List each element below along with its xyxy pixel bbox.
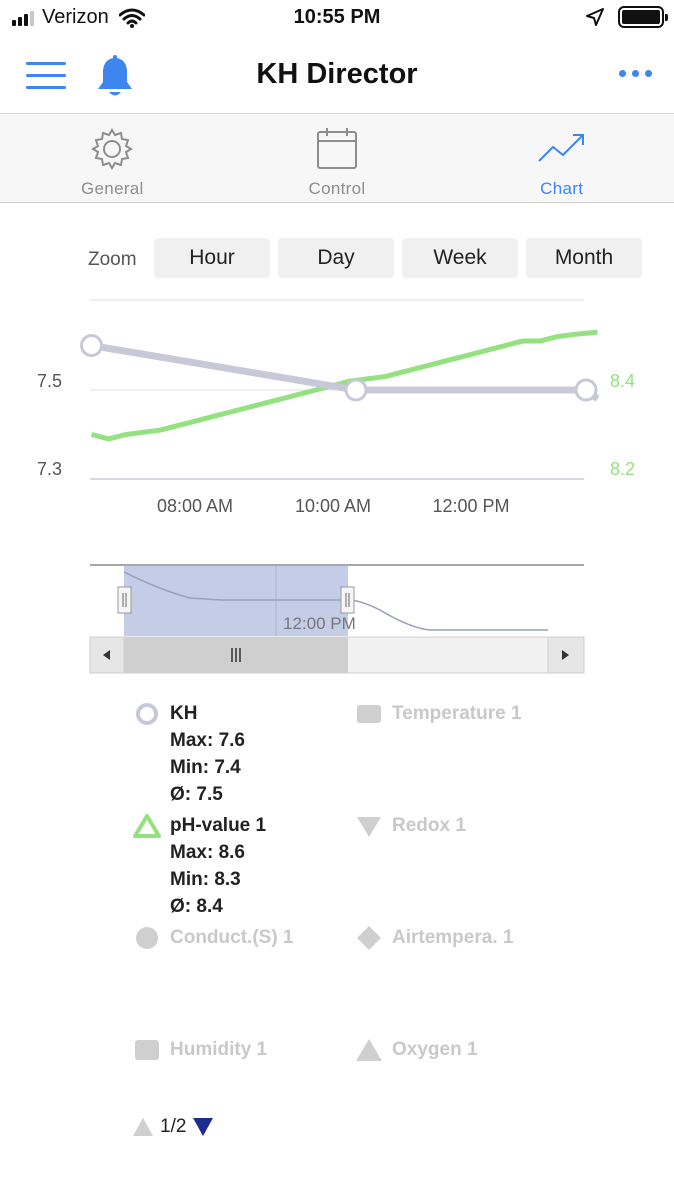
chart-navigator[interactable]: 12:00 PM bbox=[0, 556, 674, 680]
tab-bar: General Control Chart bbox=[0, 115, 674, 203]
data-point-kh[interactable] bbox=[80, 334, 103, 357]
chart-icon bbox=[537, 134, 584, 162]
circle-icon bbox=[136, 703, 158, 725]
triangle-icon bbox=[356, 1039, 382, 1061]
legend-name: Temperature 1 bbox=[392, 703, 522, 724]
signal-icon bbox=[12, 10, 34, 26]
navigator-selection[interactable] bbox=[124, 566, 348, 636]
legend-item-oxygen[interactable]: Oxygen 1 bbox=[354, 1036, 478, 1064]
legend-item-conductivity[interactable]: Conduct.(S) 1 bbox=[132, 924, 294, 952]
chevron-left-icon bbox=[103, 650, 110, 660]
battery-icon bbox=[618, 6, 668, 28]
legend-name: Oxygen 1 bbox=[392, 1039, 478, 1060]
chevron-right-icon bbox=[562, 650, 569, 660]
series-line-kh bbox=[90, 342, 600, 402]
pager-down-icon[interactable] bbox=[192, 1117, 214, 1137]
pager-up-icon[interactable] bbox=[132, 1117, 154, 1137]
diamond-icon bbox=[357, 926, 381, 950]
status-bar: Verizon 10:55 PM bbox=[0, 0, 674, 38]
navigation-bar: KH Director bbox=[0, 38, 674, 114]
legend-item-humidity[interactable]: Humidity 1 bbox=[132, 1036, 267, 1064]
y-right-tick: 8.4 bbox=[610, 371, 635, 391]
legend-stat-avg: Ø: 7.5 bbox=[170, 784, 223, 805]
square-icon bbox=[135, 1040, 159, 1060]
tab-control[interactable]: Control bbox=[225, 115, 450, 202]
square-icon bbox=[357, 705, 381, 723]
navigator-handle-right[interactable] bbox=[340, 586, 355, 614]
more-options-icon[interactable] bbox=[619, 70, 652, 77]
zoom-week-button[interactable]: Week bbox=[402, 238, 518, 278]
zoom-label: Zoom bbox=[88, 249, 137, 270]
x-tick-label: 08:00 AM bbox=[157, 496, 233, 516]
legend-name: Humidity 1 bbox=[170, 1039, 268, 1060]
legend-stat-max: Max: 8.6 bbox=[170, 842, 245, 863]
legend-name: Conduct.(S) 1 bbox=[170, 927, 294, 948]
legend-item-airtemperature[interactable]: Airtempera. 1 bbox=[354, 924, 513, 952]
legend-stat-max: Max: 7.6 bbox=[170, 730, 245, 751]
y-left-tick: 7.3 bbox=[37, 459, 62, 479]
zoom-hour-button[interactable]: Hour bbox=[154, 238, 270, 278]
triangle-down-icon bbox=[357, 817, 381, 837]
bell-icon[interactable] bbox=[94, 54, 136, 100]
calendar-icon bbox=[317, 128, 357, 169]
clock: 10:55 PM bbox=[293, 6, 381, 28]
navigator-series-line bbox=[123, 571, 548, 631]
data-point-kh[interactable] bbox=[344, 378, 368, 402]
carrier-label: Verizon bbox=[42, 6, 109, 28]
data-point-kh[interactable] bbox=[574, 378, 598, 402]
tab-control-label: Control bbox=[308, 179, 366, 198]
zoom-selector: Zoom Hour Day Week Month bbox=[88, 238, 642, 278]
legend-pager: 1/2 bbox=[132, 1116, 214, 1138]
legend-item-temperature[interactable]: Temperature 1 bbox=[354, 700, 522, 728]
scroll-left-button[interactable] bbox=[89, 636, 125, 674]
zoom-day-button[interactable]: Day bbox=[278, 238, 394, 278]
x-tick-label: 12:00 PM bbox=[432, 496, 509, 516]
location-arrow-icon bbox=[586, 8, 604, 26]
gear-icon bbox=[91, 128, 134, 170]
page-title: KH Director bbox=[256, 58, 418, 90]
legend-item-redox[interactable]: Redox 1 bbox=[354, 812, 466, 840]
legend-stat-min: Min: 8.3 bbox=[170, 869, 241, 890]
navigator-handle-left[interactable] bbox=[117, 586, 132, 614]
pager-label: 1/2 bbox=[160, 1116, 187, 1137]
tab-general-label: General bbox=[81, 179, 144, 198]
menu-icon[interactable] bbox=[26, 62, 66, 90]
legend-name: pH-value 1 bbox=[170, 815, 267, 836]
triangle-icon bbox=[133, 814, 161, 838]
navigator-tick-label: 12:00 PM bbox=[283, 614, 356, 633]
legend-name: Airtempera. 1 bbox=[392, 927, 514, 948]
tab-general[interactable]: General bbox=[0, 115, 225, 202]
y-right-tick: 8.2 bbox=[610, 459, 635, 479]
x-tick-label: 10:00 AM bbox=[295, 496, 371, 516]
legend-stat-min: Min: 7.4 bbox=[170, 757, 241, 778]
legend-name: KH bbox=[170, 703, 198, 724]
scroll-right-button[interactable] bbox=[547, 636, 585, 674]
legend-item-kh[interactable]: KH Max: 7.6 Min: 7.4 Ø: 7.5 bbox=[132, 700, 245, 808]
tab-chart-label: Chart bbox=[540, 179, 584, 198]
zoom-month-button[interactable]: Month bbox=[526, 238, 642, 278]
scrollbar-thumb[interactable] bbox=[124, 637, 348, 673]
legend-stat-avg: Ø: 8.4 bbox=[170, 896, 223, 917]
y-left-tick: 7.5 bbox=[37, 371, 62, 391]
legend-name: Redox 1 bbox=[392, 815, 466, 836]
line-chart[interactable]: 7.5 7.3 8.4 8.2 08:00 AM 10:00 AM 12:00 … bbox=[0, 290, 674, 530]
legend-item-ph[interactable]: pH-value 1 Max: 8.6 Min: 8.3 Ø: 8.4 bbox=[132, 812, 266, 920]
tab-chart[interactable]: Chart bbox=[449, 115, 674, 202]
circle-icon bbox=[136, 927, 158, 949]
wifi-icon bbox=[118, 8, 145, 28]
